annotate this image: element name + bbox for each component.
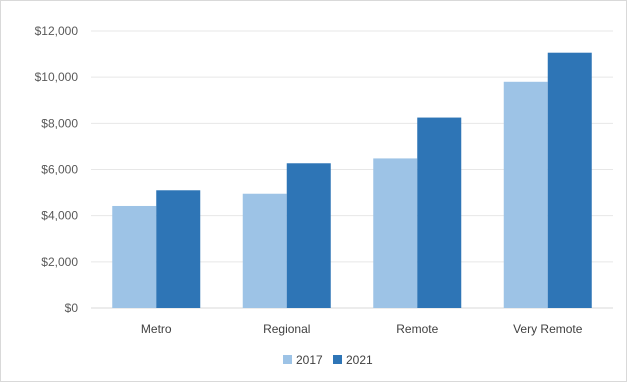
bar-2017-very-remote (503, 81, 548, 309)
y-tick-label: $10,000 (35, 70, 79, 84)
y-tick-label: $8,000 (41, 116, 78, 130)
x-category-label: Metro (141, 322, 172, 336)
bars (112, 52, 592, 309)
bar-2021-metro (156, 190, 201, 308)
bar-2017-metro (112, 205, 157, 308)
bar-2017-regional (242, 193, 287, 308)
legend-label-2021: 2021 (346, 353, 373, 367)
y-tick-label: $6,000 (41, 163, 78, 177)
legend-swatch-2017 (283, 355, 292, 364)
bar-2021-remote (417, 117, 462, 308)
bar-2021-very-remote (547, 52, 592, 308)
x-category-label: Very Remote (513, 322, 583, 336)
x-category-label: Regional (263, 322, 310, 336)
y-tick-label: $12,000 (35, 24, 79, 38)
y-axis: $0 $2,000 $4,000 $6,000 $8,000 $10,000 $12,000 (35, 24, 79, 315)
y-tick-label: $2,000 (41, 255, 78, 269)
x-category-label: Remote (396, 322, 438, 336)
y-tick-label: $4,000 (41, 209, 78, 223)
legend: 2017 2021 (283, 353, 373, 367)
y-tick-label: $0 (65, 301, 79, 315)
legend-label-2017: 2017 (296, 353, 323, 367)
x-axis: Metro Regional Remote Very Remote (141, 322, 583, 336)
bar-2021-regional (286, 163, 331, 308)
legend-swatch-2021 (333, 355, 342, 364)
bar-2017-remote (373, 158, 418, 308)
